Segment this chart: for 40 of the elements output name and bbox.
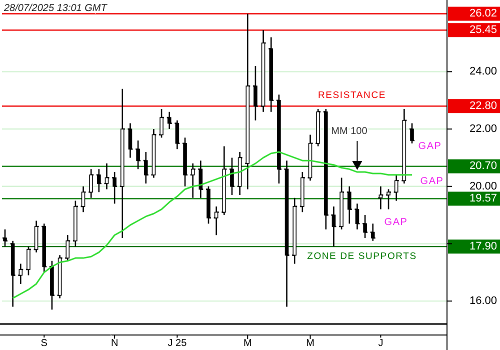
y-tick-label: 22.00 bbox=[469, 122, 497, 135]
x-tick-label: J 25 bbox=[168, 338, 188, 349]
ref-line-label: 20.70 bbox=[469, 160, 497, 172]
candlestick bbox=[355, 202, 360, 230]
annotation: 28/07/2025 13:01 GMT bbox=[3, 3, 108, 14]
candlestick bbox=[378, 186, 383, 210]
candlestick bbox=[394, 174, 398, 202]
candlestick bbox=[175, 120, 180, 150]
candlestick bbox=[214, 206, 218, 236]
ref-line-label: 25.45 bbox=[469, 24, 497, 36]
candlestick bbox=[190, 162, 195, 198]
y-tick-label: 24.00 bbox=[469, 66, 497, 78]
candlestick bbox=[34, 220, 38, 253]
ref-line-label: 17.90 bbox=[469, 240, 497, 252]
x-tick-label: M bbox=[306, 338, 314, 349]
text: GAP bbox=[420, 176, 444, 187]
candlestick bbox=[128, 122, 132, 158]
text: MM 100 bbox=[331, 126, 368, 138]
ref-line-label: 19.57 bbox=[469, 192, 497, 205]
annotation: GAP bbox=[384, 217, 408, 228]
candlestick bbox=[261, 29, 266, 112]
candlestick bbox=[284, 160, 289, 308]
y-tick-label: 16.00 bbox=[469, 294, 497, 307]
candlestick bbox=[332, 206, 336, 248]
candlestick bbox=[402, 108, 406, 184]
candlestick bbox=[18, 263, 23, 285]
candlestick bbox=[81, 186, 86, 213]
candlestick bbox=[104, 162, 109, 190]
candlestick bbox=[152, 128, 156, 178]
annotation: RESISTANCE bbox=[318, 90, 386, 101]
y-tick-label: 20.00 bbox=[469, 180, 497, 192]
ref-line-label: 26.02 bbox=[469, 8, 497, 20]
x-tick-label: N bbox=[110, 338, 118, 349]
annotation: ZONE DE SUPPORTS bbox=[307, 251, 417, 262]
x-tick-label: J bbox=[378, 338, 384, 349]
ref-line-label: 22.80 bbox=[469, 100, 497, 112]
text: GAP bbox=[418, 141, 442, 152]
x-tick-label: M bbox=[243, 338, 252, 349]
x-tick-label: S bbox=[40, 338, 48, 349]
candlestick bbox=[10, 240, 15, 308]
